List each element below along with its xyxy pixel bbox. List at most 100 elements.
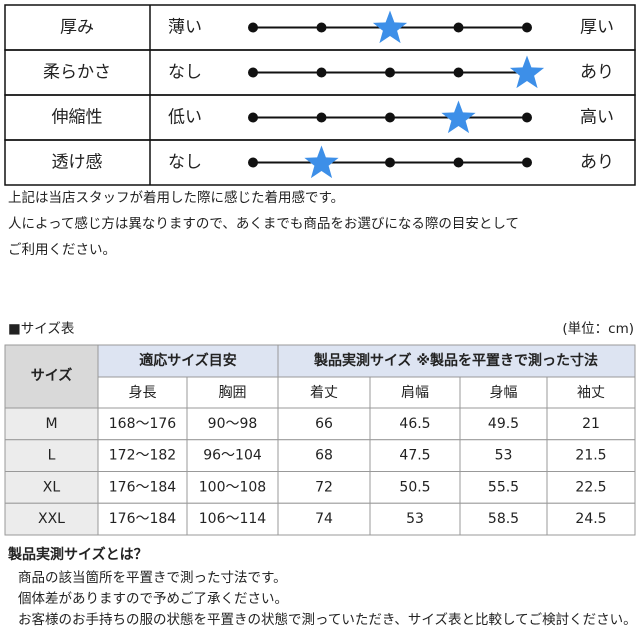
header-cell xyxy=(546,376,636,409)
cell-text: 58.5 xyxy=(488,511,519,527)
scale-dot xyxy=(248,112,258,123)
table-cell xyxy=(97,407,188,441)
scale-dot xyxy=(248,22,258,33)
cell-text: L xyxy=(48,448,56,464)
footer-title: 製品実測サイズとは？ xyxy=(7,546,148,563)
cell-text: 100～108 xyxy=(199,479,266,495)
cell-text: 176～184 xyxy=(109,479,177,495)
table-cell xyxy=(277,471,371,504)
size-title: ■サイズ表 xyxy=(8,321,75,337)
cell-text: 168～176 xyxy=(109,416,177,432)
cell-text: 50.5 xyxy=(399,479,430,495)
scale-dot xyxy=(316,112,327,123)
note: ご利用ください。 xyxy=(8,242,116,258)
feel-row xyxy=(4,139,636,186)
rating-star xyxy=(509,55,545,89)
rating-star xyxy=(441,100,476,134)
feel-low: 低い xyxy=(168,108,202,128)
table-cell xyxy=(4,407,99,441)
rating-star xyxy=(372,10,408,44)
feel-label: 透け感 xyxy=(52,153,103,173)
cell-text: 68 xyxy=(315,448,333,464)
cell-text: 55.5 xyxy=(488,479,519,495)
column-header: 袖丈 xyxy=(577,385,605,401)
feel-high: 高い xyxy=(580,108,614,128)
feel-high: あり xyxy=(580,63,614,83)
cell-text: 53 xyxy=(406,511,424,527)
column-header: 胸囲 xyxy=(219,385,247,401)
cell-text: M xyxy=(45,416,57,432)
table-cell xyxy=(97,502,188,536)
column-header: 着丈 xyxy=(310,385,338,401)
feel-label: 厚み xyxy=(60,18,94,38)
cell-text: 72 xyxy=(315,479,333,495)
table-cell xyxy=(459,471,548,504)
table-cell xyxy=(186,407,279,441)
table-cell xyxy=(546,502,636,536)
feel-high: あり xyxy=(580,153,614,173)
feel-low: なし xyxy=(168,153,202,173)
unit: (単位：cm) xyxy=(562,321,634,337)
cell-text: 74 xyxy=(315,511,333,527)
column-header: 肩幅 xyxy=(401,385,429,401)
scale-dot xyxy=(385,157,395,168)
feel-low: 薄い xyxy=(168,18,202,38)
scale-dot xyxy=(522,112,532,123)
feel-high: 厚い xyxy=(580,18,614,38)
table-cell xyxy=(459,502,548,536)
feel-label: 柔らかさ xyxy=(43,63,111,83)
cell-text: 66 xyxy=(315,416,333,432)
cell-text: 53 xyxy=(495,448,513,464)
cell-text: 22.5 xyxy=(575,479,606,495)
cell-text: 176～184 xyxy=(109,511,177,527)
rating-star xyxy=(304,145,339,179)
table-cell xyxy=(546,471,636,504)
header-group: 適応サイズ目安 xyxy=(139,352,237,369)
table-cell xyxy=(97,439,188,472)
scale-dot xyxy=(453,22,464,33)
column-header: 身幅 xyxy=(490,385,518,401)
scale-dot xyxy=(316,67,327,78)
cell-text: 47.5 xyxy=(399,448,430,464)
cell-text: 46.5 xyxy=(399,416,430,432)
table-cell xyxy=(277,502,371,536)
cell-text: 172～182 xyxy=(109,448,176,464)
footer-line: 個体差がありますので予めご了承ください。 xyxy=(18,591,288,607)
note: 人によって感じ方は異なりますので、あくまでも商品をお選びになる際の目安として xyxy=(8,215,519,232)
header-size: サイズ xyxy=(31,367,73,384)
scale-dot xyxy=(453,67,464,78)
cell-text: 49.5 xyxy=(488,416,519,432)
table-cell xyxy=(277,407,371,441)
cell-text: XL xyxy=(43,479,61,495)
header-cell xyxy=(97,344,279,378)
scale-dot xyxy=(522,157,532,168)
header-cell xyxy=(4,344,99,409)
table-cell xyxy=(186,502,279,536)
cell-text: 106～114 xyxy=(199,511,267,527)
feel-label: 伸縮性 xyxy=(52,108,103,128)
footer-line: お客様のお手持ちの服の状態を平置きの状態で測っていただき、サイズ表と比較してご検… xyxy=(18,611,637,628)
header-cell xyxy=(277,344,636,378)
scale-dot xyxy=(248,157,258,168)
table-cell xyxy=(4,502,99,536)
cell-text: 96～104 xyxy=(203,448,262,464)
cell-text: XXL xyxy=(38,511,65,527)
table-cell xyxy=(369,407,461,441)
scale-dot xyxy=(385,112,395,123)
scale-dot xyxy=(453,157,464,168)
note: 上記は当店スタッフが着用した際に感じた着用感です。 xyxy=(8,189,344,206)
header-group: 製品実測サイズ ※製品を平置きで測った寸法 xyxy=(313,352,598,369)
footer-line: 商品の該当箇所を平置きで測った寸法です。 xyxy=(18,569,287,586)
header-cell xyxy=(459,376,548,409)
scale-dot xyxy=(316,22,327,33)
feel-low: なし xyxy=(168,63,202,83)
cell-text: 90～98 xyxy=(208,416,258,432)
scale-dot xyxy=(385,67,395,78)
column-header: 身長 xyxy=(129,385,157,401)
table-cell xyxy=(277,439,371,472)
scale-dot xyxy=(248,67,258,78)
table-cell xyxy=(546,407,636,441)
cell-text: 24.5 xyxy=(575,511,606,527)
scale-dot xyxy=(522,22,532,33)
